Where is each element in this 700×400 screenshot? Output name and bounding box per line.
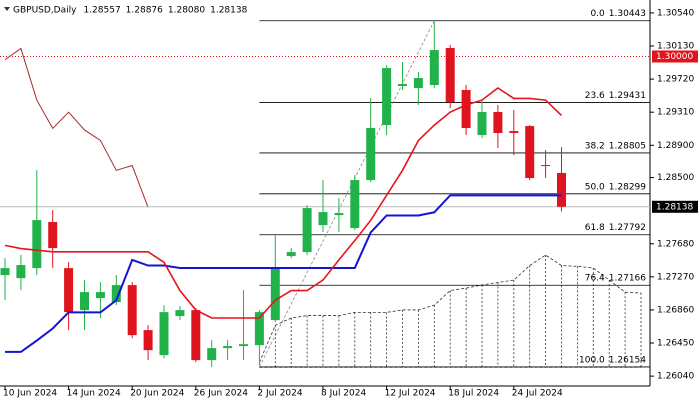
fibo-value: 1.28299 xyxy=(609,182,646,192)
y-tick-label: 1.28500 xyxy=(657,173,694,183)
candle-body xyxy=(525,126,535,179)
candle-body xyxy=(286,252,296,257)
x-tick-label: 14 Jun 2024 xyxy=(67,389,121,399)
header: GBPUSD,Daily xyxy=(13,6,77,16)
candle-body xyxy=(175,310,185,317)
header-value: 1.28876 xyxy=(126,6,163,16)
candle-body xyxy=(270,268,280,321)
y-tick-label: 1.27680 xyxy=(657,239,694,249)
x-tick-label: 2 Jul 2024 xyxy=(257,389,302,399)
fibo-value: 1.27166 xyxy=(609,274,646,284)
y-tick-label: 1.29720 xyxy=(657,75,694,85)
candle-body xyxy=(541,165,551,167)
tenkan-line xyxy=(4,86,563,319)
candle-body xyxy=(254,312,264,346)
x-tick-label: 26 Jun 2024 xyxy=(194,389,248,399)
candle-body xyxy=(461,89,471,129)
fibo-name: 23.6 xyxy=(585,91,605,101)
y-tick-label: 1.30130 xyxy=(657,42,694,52)
fibo-name: 76.4 xyxy=(585,274,605,284)
candle-body xyxy=(382,68,392,126)
y-tick-label: 1.28900 xyxy=(657,141,694,151)
candle-body xyxy=(334,213,344,216)
chikou-line xyxy=(4,47,149,208)
candle-body xyxy=(239,344,248,347)
candle-body xyxy=(95,292,105,299)
fibo-value: 1.30443 xyxy=(609,9,646,19)
candle-body xyxy=(557,172,566,207)
x-tick-label: 8 Jul 2024 xyxy=(321,389,366,399)
candle-body xyxy=(207,348,217,361)
candle-body xyxy=(48,222,58,249)
candle-body xyxy=(80,292,89,311)
candle-body xyxy=(493,112,503,134)
fibo-value: 1.26154 xyxy=(609,355,646,365)
candle-body xyxy=(127,285,137,336)
y-tick-label: 1.26040 xyxy=(657,372,694,382)
kijun-line xyxy=(5,194,562,353)
y-tick-label: 1.27270 xyxy=(657,272,694,282)
candle-body xyxy=(366,128,376,181)
candle-body xyxy=(32,220,42,269)
header-value: 1.28557 xyxy=(83,6,120,16)
candle-body xyxy=(398,84,407,87)
candle-body xyxy=(191,310,201,361)
fibo-value: 1.28805 xyxy=(609,141,646,151)
symbol: GBPUSD,Daily xyxy=(13,6,77,16)
candle-body xyxy=(477,112,487,136)
level-label: 1.30000 xyxy=(656,52,693,62)
menu-arrow xyxy=(4,7,10,11)
fibo-name: 0.0 xyxy=(590,9,605,19)
candle-body xyxy=(429,50,439,85)
level-label-box xyxy=(652,50,698,63)
y-tick-label: 1.29310 xyxy=(657,108,694,118)
candle-body xyxy=(302,208,312,253)
x-tick-label: 20 Jun 2024 xyxy=(130,389,184,399)
x-tick-label: 12 Jul 2024 xyxy=(385,389,436,399)
x-tick-label: 24 Jul 2024 xyxy=(512,389,563,399)
candle-body xyxy=(111,285,121,303)
x-tick-label: 18 Jul 2024 xyxy=(448,389,499,399)
candle-body xyxy=(318,212,328,226)
y-tick-label: 1.30540 xyxy=(657,8,694,18)
candle-body xyxy=(16,265,26,279)
candle-body xyxy=(0,268,10,276)
y-tick-label: 1.26860 xyxy=(657,305,694,315)
fibo-value: 1.27792 xyxy=(609,223,646,233)
fibo-name: 38.2 xyxy=(585,141,605,151)
candle-body xyxy=(445,48,455,103)
fibo-name: 50.0 xyxy=(585,182,605,192)
header-value: 1.28138 xyxy=(210,6,247,16)
candle-body xyxy=(223,346,233,349)
header-value: 1.28080 xyxy=(168,6,205,16)
current-price-box xyxy=(652,200,698,213)
fibo-name: 100.0 xyxy=(579,355,605,365)
candle-body xyxy=(64,268,74,313)
candle-body xyxy=(413,78,423,89)
y-tick-label: 1.26450 xyxy=(657,339,694,349)
candle-body xyxy=(159,312,169,356)
fibo-value: 1.29431 xyxy=(609,91,646,101)
fibo-name: 61.8 xyxy=(585,223,605,233)
current-price-label: 1.28138 xyxy=(656,202,693,212)
candle-body xyxy=(350,180,360,229)
candle-body xyxy=(509,131,519,134)
candle-body xyxy=(143,330,153,351)
x-tick-label: 10 Jun 2024 xyxy=(3,389,57,399)
